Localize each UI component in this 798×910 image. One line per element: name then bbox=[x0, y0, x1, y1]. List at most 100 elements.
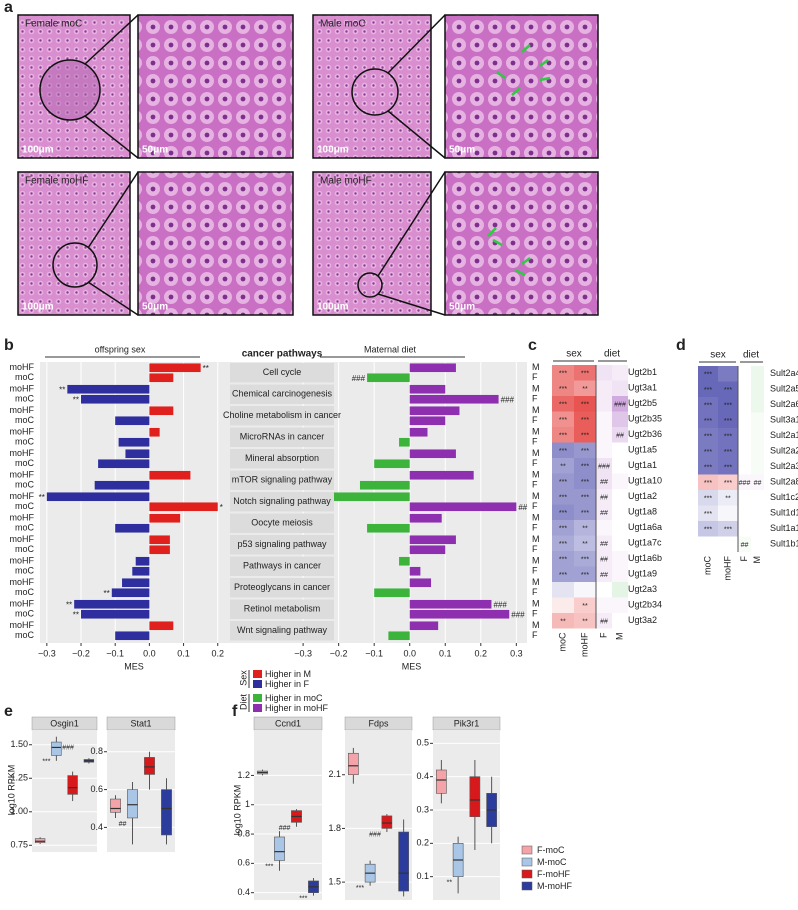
heat-cell bbox=[552, 535, 574, 551]
heat-cell bbox=[612, 489, 628, 505]
row-label: moHF bbox=[10, 448, 35, 458]
heat-cell bbox=[552, 365, 574, 381]
heat-cell bbox=[718, 474, 738, 490]
annotation: ### bbox=[352, 374, 366, 383]
row-label: M bbox=[532, 384, 540, 394]
x-tick-label: 0.0 bbox=[143, 648, 156, 658]
significance: *** bbox=[559, 433, 567, 440]
heat-cell bbox=[552, 566, 574, 582]
histology bbox=[17, 14, 599, 316]
zoom-circle bbox=[39, 59, 101, 121]
zoom-line bbox=[377, 171, 446, 277]
pathway-box bbox=[230, 513, 334, 533]
significance: ### bbox=[739, 480, 751, 487]
row-label: moC bbox=[15, 437, 35, 447]
box bbox=[144, 757, 155, 775]
bar bbox=[81, 609, 150, 619]
bar bbox=[399, 556, 410, 566]
row-label: F bbox=[532, 437, 538, 447]
image-label: Male moC bbox=[320, 19, 366, 30]
row-label: Ugt2b5 bbox=[628, 398, 657, 408]
heat-cell bbox=[698, 505, 718, 521]
row-label: Sult2a3 bbox=[770, 461, 798, 471]
image bbox=[137, 14, 294, 159]
annotation: ** bbox=[39, 493, 45, 502]
row-label: M bbox=[532, 513, 540, 523]
row-label: Ugt2a3 bbox=[628, 584, 657, 594]
significance: *** bbox=[581, 402, 589, 409]
bar bbox=[115, 523, 150, 533]
pathway-label: Cell cycle bbox=[263, 367, 302, 377]
x-tick-label: −0.3 bbox=[294, 648, 312, 658]
row-label: F bbox=[532, 372, 538, 382]
row-label: F bbox=[532, 630, 538, 640]
significance: ** bbox=[582, 526, 588, 533]
heat-cell bbox=[738, 459, 751, 475]
bar bbox=[149, 621, 174, 631]
heat-cell bbox=[552, 458, 574, 474]
heat-cell bbox=[574, 442, 596, 458]
heat-cell bbox=[596, 411, 612, 427]
heat-cell bbox=[751, 474, 764, 490]
row-label: Sult1d1 bbox=[770, 508, 798, 518]
heat-cell bbox=[698, 521, 718, 537]
heat-cell bbox=[698, 474, 718, 490]
significance: *** bbox=[704, 387, 712, 394]
row-label: Sult1a1 bbox=[770, 523, 798, 533]
legend-label: Higher in moC bbox=[265, 693, 323, 703]
significance: ** bbox=[582, 603, 588, 610]
header: diet bbox=[743, 350, 759, 361]
row-label: F bbox=[532, 394, 538, 404]
row-label: moHF bbox=[10, 405, 35, 415]
header: diet bbox=[604, 349, 620, 360]
arrows bbox=[487, 44, 551, 277]
bar bbox=[149, 470, 191, 480]
legend-swatch bbox=[253, 670, 262, 678]
bar bbox=[409, 406, 460, 416]
plot-title: Ccnd1 bbox=[275, 718, 301, 728]
header: offspring sex bbox=[95, 344, 146, 354]
heat-cell bbox=[552, 380, 574, 396]
heat-cell bbox=[596, 411, 612, 427]
row-label: F bbox=[532, 458, 538, 468]
heat-cell bbox=[552, 597, 574, 613]
y-tick-label: 1.00 bbox=[10, 806, 28, 816]
row-label: Ugt1a5 bbox=[628, 445, 657, 455]
bar bbox=[409, 578, 432, 588]
row-label: F bbox=[532, 523, 538, 533]
heat-cell bbox=[574, 442, 596, 458]
row-label: moC bbox=[15, 415, 35, 425]
image-label: Female moHF bbox=[25, 176, 88, 187]
heat-cell bbox=[738, 366, 751, 382]
plot-background bbox=[32, 730, 97, 852]
heat-cell bbox=[596, 551, 612, 567]
bar bbox=[399, 437, 410, 447]
heat-cell bbox=[574, 411, 596, 427]
panel-label: d bbox=[676, 337, 686, 354]
heat-cell bbox=[552, 535, 574, 551]
heat-cell bbox=[751, 521, 764, 537]
annotation: ** bbox=[73, 395, 79, 404]
heat-cell bbox=[612, 380, 628, 396]
x-tick-label: 0.3 bbox=[510, 648, 523, 658]
box bbox=[398, 831, 409, 892]
y-tick-label: 0.6 bbox=[237, 858, 250, 868]
significance: *** bbox=[724, 480, 732, 487]
heat-cell bbox=[596, 613, 612, 629]
row-label: moHF bbox=[10, 534, 35, 544]
annotation: *** bbox=[265, 863, 273, 870]
x-tick-label: −0.2 bbox=[330, 648, 348, 658]
scale-label: 100μm bbox=[22, 302, 54, 313]
significance: ** bbox=[582, 541, 588, 548]
box bbox=[110, 798, 121, 813]
row-label: M bbox=[532, 362, 540, 372]
heat-cell bbox=[612, 536, 628, 552]
heat-cell bbox=[738, 505, 751, 521]
arrow bbox=[511, 87, 521, 96]
pathway-label: Pathways in cancer bbox=[243, 561, 321, 571]
heat-cell bbox=[751, 474, 764, 490]
heat-cell bbox=[552, 489, 574, 505]
panel-label: c bbox=[528, 337, 537, 354]
box bbox=[381, 815, 393, 829]
heat-cell bbox=[738, 444, 751, 460]
